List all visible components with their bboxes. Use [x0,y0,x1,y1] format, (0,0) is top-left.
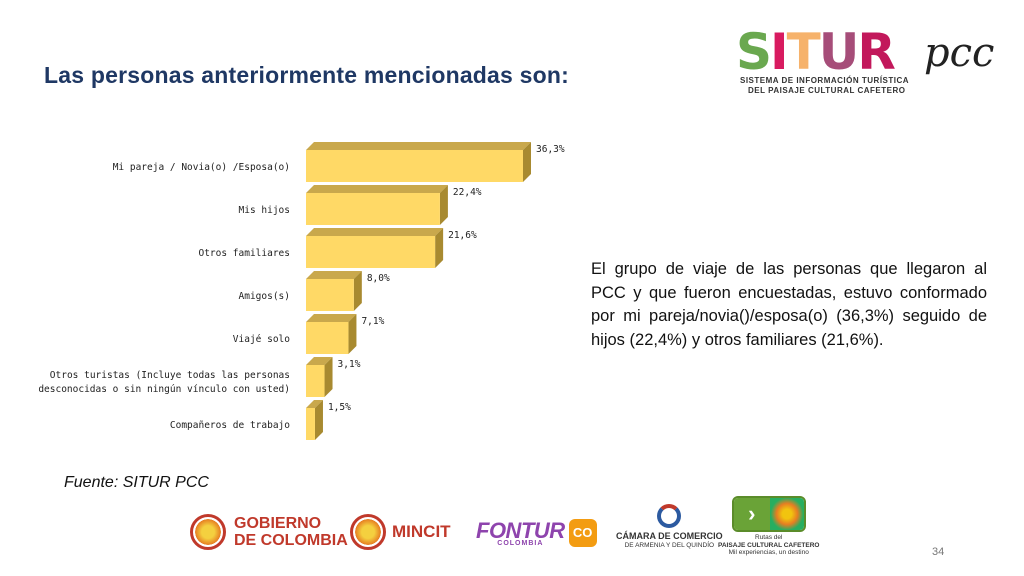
situr-letter: R [857,23,895,81]
value-label-2: 21,6% [448,230,477,241]
camara-line1: CÁMARA DE COMERCIO [616,531,723,541]
bar-4 [306,322,349,354]
situr-pcc-logo: SITUR pcc SISTEMA DE INFORMACIÓN TURÍSTI… [736,22,1006,102]
category-label-0: Mi pareja / Novia(o) /Esposa(o) [113,162,290,173]
bar-top-1 [306,185,448,193]
co-badge: CO [568,518,597,547]
footer-logos: GOBIERNO DE COLOMBIA MINCIT FONTUR COLOM… [0,496,1024,560]
category-label-5-1: desconocidas o sin ningún vínculo con us… [38,384,290,395]
bar-6 [306,408,315,440]
category-label-6: Compañeros de trabajo [170,420,290,431]
rutas-line2: PAISAJE CULTURAL CAFETERO [718,541,820,549]
logo-subtitle-2: DEL PAISAJE CULTURAL CAFETERO [748,86,906,95]
bar-3 [306,279,354,311]
value-label-1: 22,4% [453,187,482,198]
page-title: Las personas anteriormente mencionadas s… [44,62,569,88]
bar-1 [306,193,440,225]
bar-top-0 [306,142,531,150]
category-label-5-0: Otros turistas (Incluye todas las person… [50,370,290,381]
rutas-line3: Mil experiencias, un destino [728,549,809,556]
value-label-3: 8,0% [367,273,390,284]
bar-top-6 [306,400,323,408]
rutas-line1: Rutas del [755,534,783,541]
category-label-3: Amigos(s) [239,291,290,302]
colombia-seal-icon [350,514,386,550]
category-label-2: Otros familiares [198,248,290,259]
value-label-5: 3,1% [338,359,361,370]
bar-side-3 [353,271,362,311]
situr-letter: S [736,23,772,81]
situr-wordmark: SITUR [736,22,896,82]
camara-ring-icon [657,504,682,528]
bar-side-1 [439,185,448,225]
pcc-wordmark: pcc [924,30,995,76]
rutas-badge-icon: › [731,496,806,532]
value-label-0: 36,3% [536,144,565,155]
source-note: Fuente: SITUR PCC [64,474,209,491]
bar-0 [306,150,523,182]
bar-2 [306,236,436,268]
bar-chart: 36,3% Mi pareja / Novia(o) /Esposa(o) 22,4… [38,142,565,440]
bar-side-4 [348,314,357,354]
bar-side-6 [314,400,323,440]
situr-letter: U [818,23,860,81]
bar-side-5 [324,357,333,397]
bar-top-3 [306,271,362,279]
gobierno-logo: GOBIERNO DE COLOMBIA [190,514,348,550]
value-label-4: 7,1% [361,316,384,327]
bar-top-5 [306,357,333,365]
situr-letter: I [770,23,789,81]
bar-5 [306,365,325,397]
bar-top-2 [306,228,444,236]
colombia-seal-icon [190,514,226,550]
category-label-4: Viajé solo [233,334,290,345]
gobierno-line2: DE COLOMBIA [234,532,348,549]
camara-line2: DE ARMENIA Y DEL QUINDÍO [624,542,715,549]
camara-comercio-logo: CÁMARA DE COMERCIO DE ARMENIA Y DEL QUIN… [616,504,723,551]
bar-side-0 [523,142,531,182]
gobierno-line1: GOBIERNO [234,515,322,532]
situr-letter: T [786,23,821,81]
rutas-pcc-logo: › Rutas del PAISAJE CULTURAL CAFETERO Mi… [718,496,819,557]
mincit-logo: MINCIT [350,514,451,550]
page-number: 34 [932,546,945,558]
fontur-logo: FONTUR COLOMBIA CO [476,518,597,547]
value-label-6: 1,5% [328,402,351,413]
bar-top-4 [306,314,357,322]
bar-side-2 [435,228,444,268]
logo-subtitle-1: SISTEMA DE INFORMACIÓN TURÍSTICA [740,76,910,85]
fontur-text: FONTUR [476,518,565,543]
mincit-text: MINCIT [392,522,451,541]
summary-paragraph: El grupo de viaje de las personas que ll… [591,260,987,349]
fontur-subtext: COLOMBIA [497,540,544,547]
category-label-1: Mis hijos [239,205,290,216]
